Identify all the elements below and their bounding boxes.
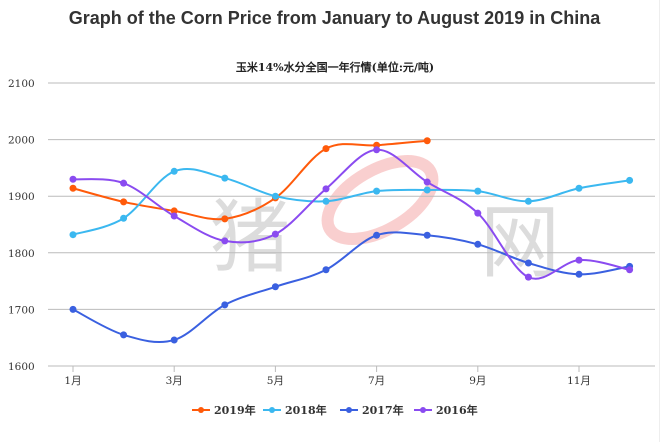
x-tick-label: 3月 bbox=[166, 375, 183, 387]
legend-marker bbox=[346, 407, 352, 413]
data-point bbox=[524, 197, 532, 205]
data-point bbox=[170, 207, 178, 215]
data-point bbox=[69, 231, 77, 239]
x-tick-label: 7月 bbox=[368, 375, 385, 387]
data-point bbox=[626, 266, 634, 274]
x-tick-label: 5月 bbox=[267, 375, 284, 387]
data-point bbox=[322, 197, 330, 205]
data-point bbox=[373, 231, 381, 239]
data-point bbox=[524, 259, 532, 267]
data-point bbox=[120, 198, 128, 206]
data-point bbox=[423, 137, 431, 145]
legend-label: 2016年 bbox=[436, 403, 478, 417]
legend-marker bbox=[269, 407, 275, 413]
data-point bbox=[423, 231, 431, 239]
data-point bbox=[474, 209, 482, 217]
series-2017年 bbox=[69, 231, 634, 344]
data-point bbox=[170, 336, 178, 344]
data-point bbox=[423, 186, 431, 194]
legend-label: 2017年 bbox=[362, 403, 404, 417]
data-point bbox=[474, 187, 482, 195]
data-point bbox=[474, 240, 482, 248]
data-point bbox=[271, 192, 279, 200]
data-point bbox=[575, 270, 583, 278]
y-tick-label: 1600 bbox=[8, 361, 35, 373]
data-point bbox=[271, 230, 279, 238]
data-point bbox=[221, 215, 229, 223]
data-point bbox=[373, 187, 381, 195]
chart-title: Graph of the Corn Price from January to … bbox=[68, 8, 601, 28]
y-tick-label: 1700 bbox=[8, 304, 35, 316]
data-point bbox=[170, 167, 178, 175]
chart-subtitle: 玉米14%水分全国一年行情(单位:元/吨) bbox=[236, 60, 434, 74]
data-point bbox=[120, 331, 128, 339]
data-point bbox=[69, 175, 77, 183]
data-point bbox=[423, 178, 431, 186]
data-point bbox=[575, 184, 583, 192]
x-tick-label: 1月 bbox=[64, 375, 81, 387]
watermark-logo: 猪 网 bbox=[210, 155, 560, 289]
watermark-right: 网 bbox=[480, 196, 560, 289]
y-tick-label: 1800 bbox=[8, 248, 35, 260]
data-point bbox=[322, 185, 330, 193]
watermark-left: 猪 bbox=[210, 191, 290, 284]
data-point bbox=[626, 176, 634, 184]
data-point bbox=[69, 184, 77, 192]
data-point bbox=[120, 214, 128, 222]
data-point bbox=[575, 256, 583, 264]
data-point bbox=[221, 174, 229, 182]
data-point bbox=[271, 283, 279, 291]
data-point bbox=[373, 146, 381, 154]
x-tick-label: 11月 bbox=[567, 375, 591, 387]
watermark-e-logo bbox=[321, 155, 439, 245]
y-tick-label: 2000 bbox=[8, 135, 35, 147]
data-point bbox=[322, 145, 330, 153]
x-tick-label: 9月 bbox=[469, 375, 486, 387]
legend-label: 2018年 bbox=[285, 403, 327, 417]
data-point bbox=[120, 179, 128, 187]
legend-marker bbox=[198, 407, 204, 413]
legend-label: 2019年 bbox=[214, 403, 256, 417]
legend-marker bbox=[420, 407, 426, 413]
data-point bbox=[322, 266, 330, 274]
series-line bbox=[72, 231, 630, 343]
series-2018年 bbox=[69, 167, 634, 239]
data-point bbox=[221, 237, 229, 245]
data-point bbox=[524, 273, 532, 281]
data-point bbox=[170, 212, 178, 220]
data-point bbox=[69, 305, 77, 313]
y-tick-label: 2100 bbox=[8, 78, 35, 90]
series-line bbox=[72, 139, 428, 221]
data-point bbox=[221, 301, 229, 309]
series-2016年 bbox=[69, 146, 634, 281]
right-border bbox=[659, 0, 660, 442]
y-tick-label: 1900 bbox=[8, 191, 35, 203]
